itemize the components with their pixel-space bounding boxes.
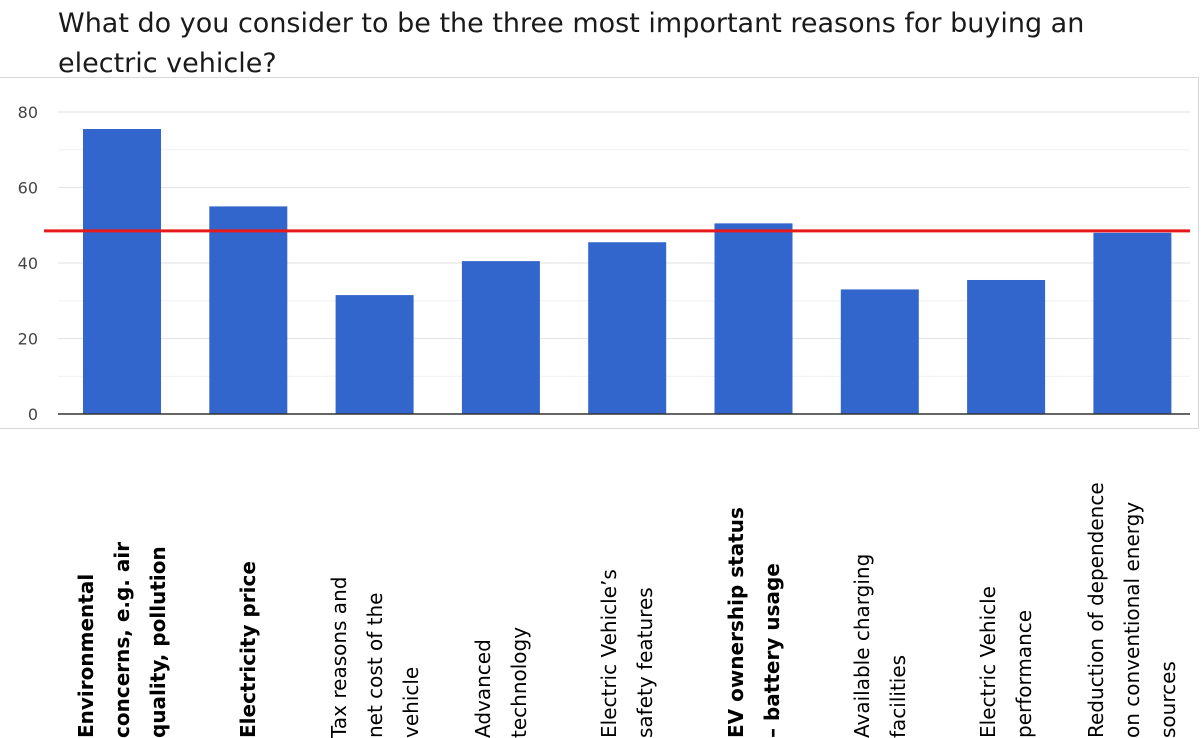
x-tick-label-line: EV ownership status (718, 507, 754, 738)
y-tick-label: 20 (18, 330, 38, 349)
x-tick-label-line: Electric Vehicle (970, 586, 1006, 738)
x-tick-label-line: concerns, e.g. air (104, 542, 140, 738)
y-tick-label: 0 (28, 405, 38, 424)
x-tick-label-line: Available charging (844, 554, 880, 738)
y-tick-label: 60 (18, 179, 38, 198)
bar (336, 295, 414, 414)
y-tick-label: 40 (18, 254, 38, 273)
x-tick-label-line: Advanced (465, 639, 501, 738)
x-tick-label-line: performance (1006, 610, 1042, 738)
x-tick-label: EV ownership status– battery usage (695, 438, 813, 738)
bar (83, 129, 161, 414)
bar (588, 242, 666, 414)
x-tick-label-line: Electric Vehicle’s (591, 569, 627, 738)
y-tick-label: 80 (18, 103, 38, 122)
x-tick-label-line: Environmental (68, 574, 104, 738)
bar (967, 280, 1045, 414)
bar (841, 289, 919, 414)
x-tick-label-line: Reduction of dependence (1078, 482, 1114, 738)
bar (209, 206, 287, 414)
x-tick-label-line: facilities (880, 655, 916, 738)
bar (715, 223, 793, 414)
x-tick-label-line: Tax reasons and (321, 577, 357, 738)
x-tick-label-line: net cost of the (357, 593, 393, 738)
x-tick-label-line: on conventional energy (1114, 502, 1150, 738)
x-tick-label-line: safety features (627, 587, 663, 738)
x-tick-label-line: Electricity price (230, 561, 266, 738)
x-tick-label: Electricity price (189, 438, 307, 738)
x-tick-label-line: quality, pollution (140, 546, 176, 738)
x-tick-label-line: technology (501, 627, 537, 738)
x-tick-label-line: – battery usage (754, 563, 790, 738)
bar (462, 261, 540, 414)
x-tick-label-line: sources (1150, 661, 1186, 738)
bar (1093, 233, 1171, 414)
x-tick-label-line: vehicle (393, 667, 429, 738)
